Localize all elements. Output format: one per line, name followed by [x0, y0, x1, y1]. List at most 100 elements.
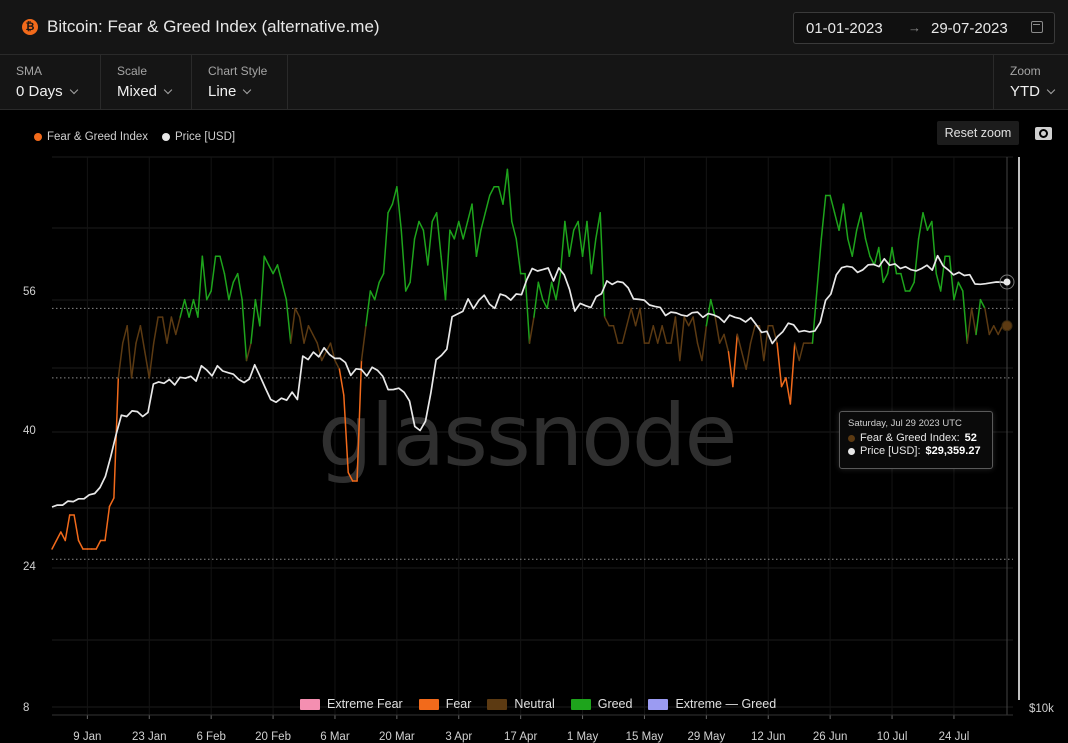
fgi-segment: [948, 255, 955, 301]
fgi-segment: [639, 307, 646, 344]
chevron-down-icon: [1046, 85, 1056, 95]
fgi-segment: [975, 298, 982, 336]
chart-style-value[interactable]: Line: [208, 83, 252, 100]
bottom-legend: Extreme Fear Fear Neutral Greed Extreme …: [300, 697, 776, 711]
legend-item-fgi[interactable]: Fear & Greed Index: [34, 131, 148, 143]
x-tick-label: 10 Jul: [877, 731, 908, 743]
fgi-segment: [785, 377, 792, 405]
chart-style-select[interactable]: Chart Style Line: [192, 55, 288, 110]
sma-select[interactable]: SMA 0 Days: [0, 55, 101, 110]
x-tick-label: 17 Apr: [504, 731, 537, 743]
legend-item-price[interactable]: Price [USD]: [162, 131, 235, 143]
sma-label: SMA: [16, 64, 43, 78]
fgi-segment: [988, 325, 995, 336]
fgi-segment: [404, 281, 411, 292]
zoom-select[interactable]: Zoom YTD: [993, 55, 1068, 110]
price-series-line: [51, 254, 1008, 508]
fgi-last-point-marker: [1001, 320, 1013, 332]
tooltip-label: Price [USD]:: [860, 445, 921, 457]
fgi-segment: [864, 238, 871, 257]
fgi-segment: [966, 307, 973, 344]
fgi-segment: [970, 307, 977, 336]
fgi-segment: [197, 255, 204, 318]
date-to-input[interactable]: 29-07-2023: [931, 20, 1008, 37]
fgi-segment: [449, 229, 456, 240]
fgi-segment: [710, 298, 716, 318]
legend-label: Extreme — Greed: [675, 697, 777, 711]
fgi-segment: [723, 333, 730, 353]
reset-zoom-button[interactable]: Reset zoom: [937, 121, 1019, 145]
fgi-segment: [444, 229, 451, 301]
date-from-input[interactable]: 01-01-2023: [806, 20, 883, 37]
fgi-segment: [422, 229, 429, 266]
fgi-segment: [338, 368, 345, 396]
fgi-segment: [267, 264, 274, 275]
fgi-segment: [577, 220, 584, 257]
fgi-segment: [170, 316, 177, 336]
fgi-segment: [780, 377, 787, 388]
legend-swatch: [487, 698, 508, 710]
legend-item-fear[interactable]: Fear: [418, 697, 471, 711]
chart-tooltip: Saturday, Jul 29 2023 UTC Fear & Greed I…: [839, 411, 993, 469]
scale-select[interactable]: Scale Mixed: [101, 55, 192, 110]
scale-value[interactable]: Mixed: [117, 83, 173, 100]
fgi-segment: [692, 316, 699, 344]
legend-swatch: [648, 698, 669, 710]
fgi-segment: [175, 316, 181, 336]
fgi-segment: [630, 307, 637, 327]
chart-svg[interactable]: glassnode 8 24 40 56 $10k 9 Jan 23 Jan 6 Feb 20 F…: [0, 110, 1068, 743]
legend-item-extreme-fear[interactable]: Extreme Fear: [300, 697, 403, 711]
legend-swatch: [418, 698, 439, 710]
sma-value-text: 0 Days: [16, 83, 63, 100]
fgi-segment: [696, 342, 703, 362]
fgi-segment: [382, 212, 389, 275]
fgi-segment: [732, 333, 739, 388]
legend-dot-icon: [162, 133, 170, 141]
x-tick-label: 29 May: [687, 731, 725, 743]
chart-area[interactable]: glassnode 8 24 40 56 $10k 9 Jan 23 Jan 6 Feb 20 F…: [0, 110, 1068, 743]
fgi-segment: [471, 203, 478, 257]
fgi-segment: [524, 272, 531, 344]
fgi-segment: [683, 316, 690, 327]
legend-item-extreme-greed[interactable]: Extreme — Greed: [648, 697, 776, 711]
fgi-segment: [400, 229, 407, 292]
fgi-segment: [528, 316, 535, 344]
date-range-picker[interactable]: 01-01-2023 → 29-07-2023: [793, 12, 1055, 44]
fgi-segment: [546, 281, 553, 310]
fgi-segment: [294, 307, 301, 318]
fgi-segment: [502, 168, 509, 205]
legend-item-greed[interactable]: Greed: [570, 697, 633, 711]
fgi-segment: [303, 325, 310, 344]
fgi-segment: [935, 272, 942, 292]
fgi-segment: [104, 505, 111, 542]
fgi-segment: [900, 272, 907, 292]
legend-label: Greed: [597, 697, 633, 711]
zoom-value[interactable]: YTD: [1010, 83, 1056, 100]
fgi-segment: [250, 298, 257, 344]
fgi-segment: [435, 212, 442, 257]
fgi-segment: [232, 272, 239, 284]
fgi-segment: [135, 325, 142, 344]
sma-value[interactable]: 0 Days: [16, 83, 78, 100]
fgi-segment: [670, 316, 677, 344]
fgi-segment: [581, 220, 588, 257]
calendar-icon[interactable]: [1031, 21, 1043, 33]
fgi-segment: [555, 272, 562, 301]
fgi-segment: [679, 316, 685, 362]
fgi-segment: [161, 316, 168, 344]
fgi-segment: [727, 351, 734, 388]
fgi-segment: [957, 281, 964, 292]
fgi-segment: [475, 229, 482, 257]
chevron-down-icon: [243, 85, 252, 95]
fgi-segment: [626, 307, 632, 327]
fgi-segment: [290, 307, 296, 344]
x-tick-label: 20 Feb: [255, 731, 291, 743]
fgi-segment: [316, 342, 323, 362]
fgi-segment: [95, 539, 102, 550]
legend-item-neutral[interactable]: Neutral: [487, 697, 555, 711]
fgi-segment: [462, 220, 469, 240]
fgi-segment: [126, 325, 133, 379]
fgi-segment: [590, 238, 597, 275]
fgi-segment: [656, 325, 663, 344]
camera-icon[interactable]: [1035, 127, 1052, 140]
